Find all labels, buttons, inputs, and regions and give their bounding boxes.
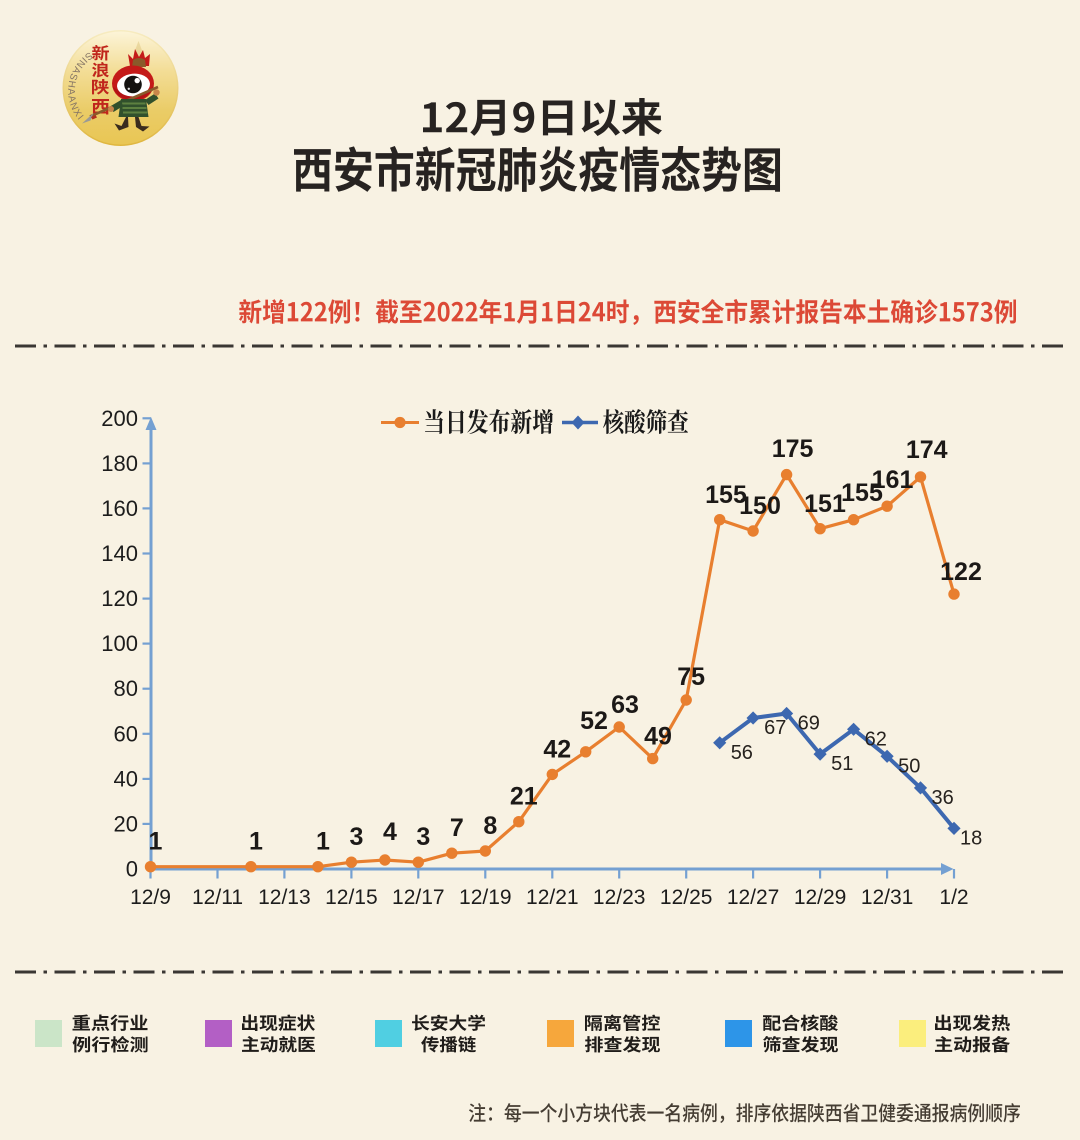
svg-text:12/27: 12/27: [727, 886, 780, 909]
svg-text:12/9: 12/9: [130, 886, 171, 909]
svg-text:36: 36: [932, 787, 954, 809]
svg-text:1: 1: [249, 828, 263, 856]
svg-text:60: 60: [114, 721, 138, 746]
svg-text:155: 155: [841, 479, 883, 507]
svg-text:12/23: 12/23: [593, 886, 646, 909]
svg-text:175: 175: [772, 435, 814, 463]
svg-text:100: 100: [101, 631, 138, 656]
svg-text:18: 18: [960, 827, 982, 849]
svg-text:12/11: 12/11: [192, 886, 243, 909]
svg-text:12/21: 12/21: [526, 886, 579, 909]
svg-text:69: 69: [798, 713, 820, 735]
svg-text:12/29: 12/29: [794, 886, 847, 909]
svg-text:52: 52: [580, 707, 608, 735]
svg-text:50: 50: [898, 755, 920, 777]
svg-text:75: 75: [677, 663, 705, 691]
svg-text:12/17: 12/17: [392, 886, 445, 909]
svg-text:3: 3: [416, 823, 430, 851]
svg-text:40: 40: [114, 766, 138, 791]
svg-text:3: 3: [349, 823, 363, 851]
svg-text:0: 0: [126, 857, 138, 882]
svg-text:180: 180: [101, 451, 138, 476]
svg-text:1: 1: [149, 828, 163, 856]
svg-text:8: 8: [483, 812, 497, 840]
svg-text:12/13: 12/13: [258, 886, 311, 909]
svg-text:140: 140: [101, 541, 138, 566]
svg-text:49: 49: [644, 723, 672, 751]
svg-text:20: 20: [114, 811, 138, 836]
svg-text:174: 174: [906, 436, 948, 464]
svg-text:42: 42: [543, 735, 571, 763]
svg-text:63: 63: [611, 691, 639, 719]
svg-text:161: 161: [872, 466, 914, 494]
svg-text:160: 160: [101, 496, 138, 521]
svg-text:51: 51: [831, 753, 853, 775]
svg-text:4: 4: [383, 818, 397, 846]
svg-text:80: 80: [114, 676, 138, 701]
svg-text:150: 150: [739, 492, 781, 520]
svg-text:12/31: 12/31: [861, 886, 914, 909]
svg-text:12/25: 12/25: [660, 886, 713, 909]
svg-text:1/2: 1/2: [939, 886, 968, 909]
svg-text:12/15: 12/15: [325, 886, 378, 909]
svg-text:67: 67: [764, 717, 786, 739]
svg-text:151: 151: [804, 490, 846, 518]
svg-text:200: 200: [101, 406, 138, 431]
svg-text:155: 155: [705, 481, 747, 509]
svg-text:56: 56: [731, 742, 753, 764]
svg-text:122: 122: [940, 558, 982, 586]
svg-text:1: 1: [316, 828, 330, 856]
svg-text:7: 7: [450, 814, 464, 842]
svg-text:120: 120: [101, 586, 138, 611]
svg-text:62: 62: [865, 728, 887, 750]
svg-text:12/19: 12/19: [459, 886, 512, 909]
svg-text:21: 21: [510, 783, 538, 811]
